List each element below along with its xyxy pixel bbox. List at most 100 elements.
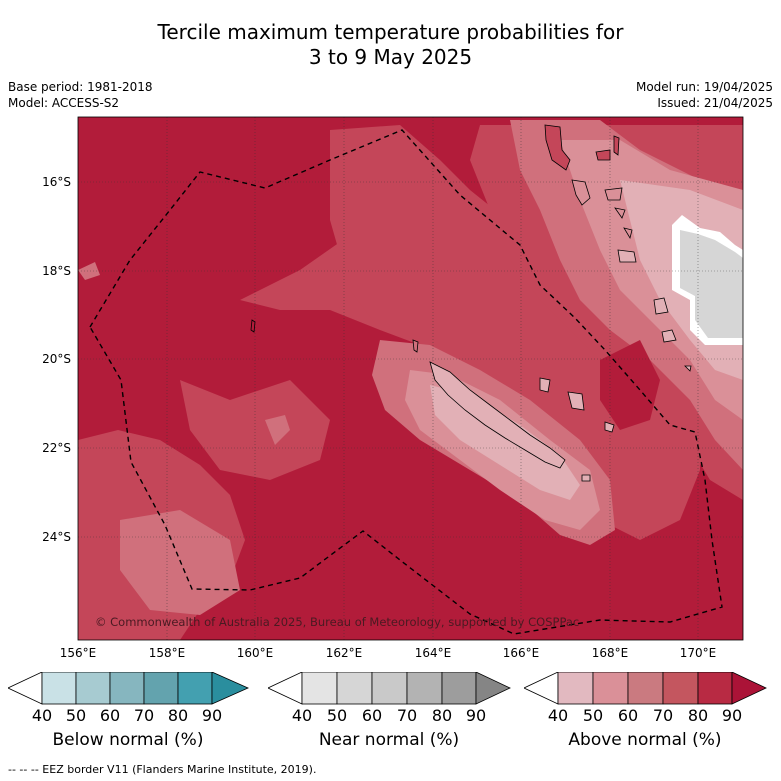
cbar-tick: 40: [548, 706, 568, 725]
cbar-above-bin: [592, 672, 629, 705]
cbar-tick: 60: [100, 706, 120, 725]
cbar-tick: 50: [327, 706, 347, 725]
cbar-tick: 90: [722, 706, 742, 725]
map-title: Tercile maximum temperature probabilitie…: [0, 20, 781, 70]
matthew-island: [684, 365, 692, 372]
cbar-tick: 80: [688, 706, 708, 725]
cbar-below-lower-arrow: [8, 672, 43, 705]
field-band-80: [330, 125, 700, 540]
cbar-near-bin: [406, 672, 443, 705]
cbar-tick: 80: [168, 706, 188, 725]
cbar-near-bin: [301, 672, 338, 705]
ile-des-pins: [581, 474, 591, 482]
lat-label: 18°S: [42, 264, 71, 278]
title-line-2: 3 to 9 May 2025: [308, 45, 473, 69]
lat-label: 20°S: [42, 352, 71, 366]
efate-island: [623, 227, 633, 240]
lat-label: 16°S: [42, 175, 71, 189]
new-caledonia-island: [429, 361, 566, 469]
cbar-tick: 70: [134, 706, 154, 725]
lon-label: 168°E: [592, 646, 629, 660]
lifou-island: [539, 377, 551, 393]
lon-label: 170°E: [680, 646, 717, 660]
title-line-1: Tercile maximum temperature probabilitie…: [157, 20, 624, 44]
mare-island: [567, 391, 585, 411]
map-frame: [77, 116, 744, 641]
eez-border: [89, 129, 723, 635]
latitude-labels: 16°S 18°S 20°S 22°S 24°S: [42, 175, 71, 544]
cbar-below-bin: [143, 672, 179, 705]
cbar-tick: 60: [362, 706, 382, 725]
model-run: Model run: 19/04/2025: [635, 80, 773, 94]
graticule: [78, 117, 743, 640]
cbar-tick: 60: [618, 706, 638, 725]
copyright-notice: © Commonwealth of Australia 2025, Bureau…: [95, 615, 579, 629]
eez-footnote: -- -- -- EEZ border V11 (Flanders Marine…: [8, 763, 317, 776]
malekula-island: [571, 179, 591, 206]
meta-right: Model run: 19/04/2025 Issued: 21/04/2025: [636, 79, 773, 111]
colorbar-ticks: 40 50 60 70 80 90 40 50 60 70 80 90 40 5…: [32, 706, 742, 725]
cbar-near-bin: [441, 672, 477, 705]
cbar-tick: 70: [397, 706, 417, 725]
espiritu-santo-island: [544, 124, 571, 171]
cbar-below-bin: [75, 672, 111, 705]
ambrym-island: [604, 187, 623, 201]
cbar-above-bin: [627, 672, 664, 705]
cbar-near-lower-arrow: [268, 672, 303, 705]
cbar-near-bin: [336, 672, 373, 705]
field-nc-50: [430, 385, 580, 500]
cbar-near-bin: [371, 672, 408, 705]
probability-field: [78, 117, 743, 640]
cbar-above-upper-arrow: [731, 672, 767, 705]
field-patch-nw: [78, 262, 100, 280]
cbar-tick: 90: [202, 706, 222, 725]
epi-island: [614, 207, 626, 219]
near-normal-region: [680, 230, 743, 338]
pentecost-island: [613, 135, 620, 156]
longitude-labels: 156°E 158°E 160°E 162°E 164°E 166°E 168°…: [60, 646, 717, 660]
cbar-above-bin: [557, 672, 594, 705]
lat-label: 24°S: [42, 530, 71, 544]
meta-left: Base period: 1981-2018 Model: ACCESS-S2: [8, 79, 153, 111]
cbar-tick: 80: [432, 706, 452, 725]
maewo-island: [595, 149, 611, 161]
base-period: Base period: 1981-2018: [8, 80, 153, 94]
lon-label: 162°E: [326, 646, 363, 660]
cbar-above-bin: [662, 672, 699, 705]
cbar-below-bin: [41, 672, 77, 705]
colorbar-label-below: Below normal (%): [52, 730, 204, 750]
cbar-tick: 90: [466, 706, 486, 725]
tanna-island: [653, 297, 669, 315]
lon-label: 164°E: [415, 646, 452, 660]
cbar-below-bin: [177, 672, 213, 705]
lon-label: 158°E: [149, 646, 186, 660]
lat-label: 22°S: [42, 441, 71, 455]
colorbar-below-normal: [8, 672, 249, 705]
colorbar-label-near: Near normal (%): [318, 730, 460, 750]
cbar-tick: 40: [292, 706, 312, 725]
field-patch-loyalty: [600, 340, 660, 430]
reef-island: [250, 319, 256, 333]
cbar-below-bin: [109, 672, 145, 705]
cbar-below-upper-arrow: [211, 672, 249, 705]
lon-label: 166°E: [503, 646, 540, 660]
model-name: Model: ACCESS-S2: [8, 96, 120, 110]
erromango-island: [617, 249, 637, 263]
cbar-tick: 50: [583, 706, 603, 725]
colorbar-near-normal: [268, 672, 511, 705]
cbar-tick: 40: [32, 706, 52, 725]
colorbar-above-normal: [524, 672, 767, 705]
cbar-tick: 50: [66, 706, 86, 725]
cbar-near-upper-arrow: [475, 672, 511, 705]
belep-island: [412, 339, 419, 353]
cbar-tick: 70: [653, 706, 673, 725]
walpole-island: [604, 421, 615, 433]
cbar-above-lower-arrow: [524, 672, 559, 705]
lon-label: 160°E: [237, 646, 274, 660]
cbar-above-bin: [697, 672, 733, 705]
field-patch-dot: [265, 415, 290, 445]
issued-date: Issued: 21/04/2025: [657, 96, 773, 110]
aneityum-island: [661, 329, 677, 343]
lon-label: 156°E: [60, 646, 97, 660]
